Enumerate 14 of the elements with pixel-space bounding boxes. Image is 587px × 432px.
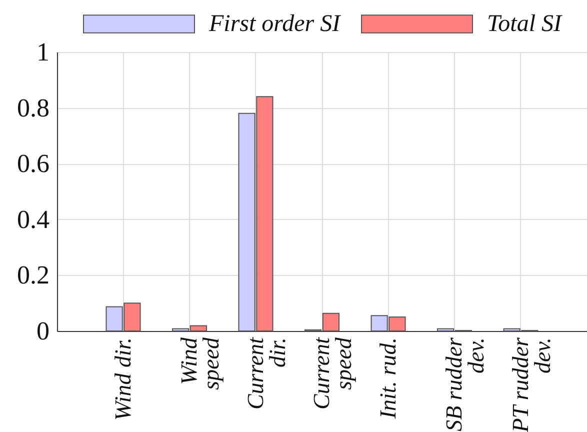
y-tick-label: 0 [36, 316, 50, 346]
legend-label: Total SI [487, 11, 562, 37]
x-tick-label: Wind speed [176, 337, 224, 390]
x-tick-label: Init. rud. [375, 338, 400, 420]
x-tick-label: PT rudder dev. [508, 336, 555, 432]
x-tick-label: SB rudder dev. [442, 336, 488, 432]
y-tick-label: 0.8 [17, 93, 50, 122]
y-tick-label: 0.6 [17, 149, 50, 178]
legend-label: First order SI [208, 11, 342, 37]
x-tick-label: Wind dir. [110, 338, 136, 421]
y-tick-label: 0.2 [17, 260, 50, 290]
y-tick-label: 1 [36, 38, 50, 66]
y-tick-label: 0.4 [17, 204, 50, 234]
x-tick-label: Current dir. [242, 336, 290, 410]
